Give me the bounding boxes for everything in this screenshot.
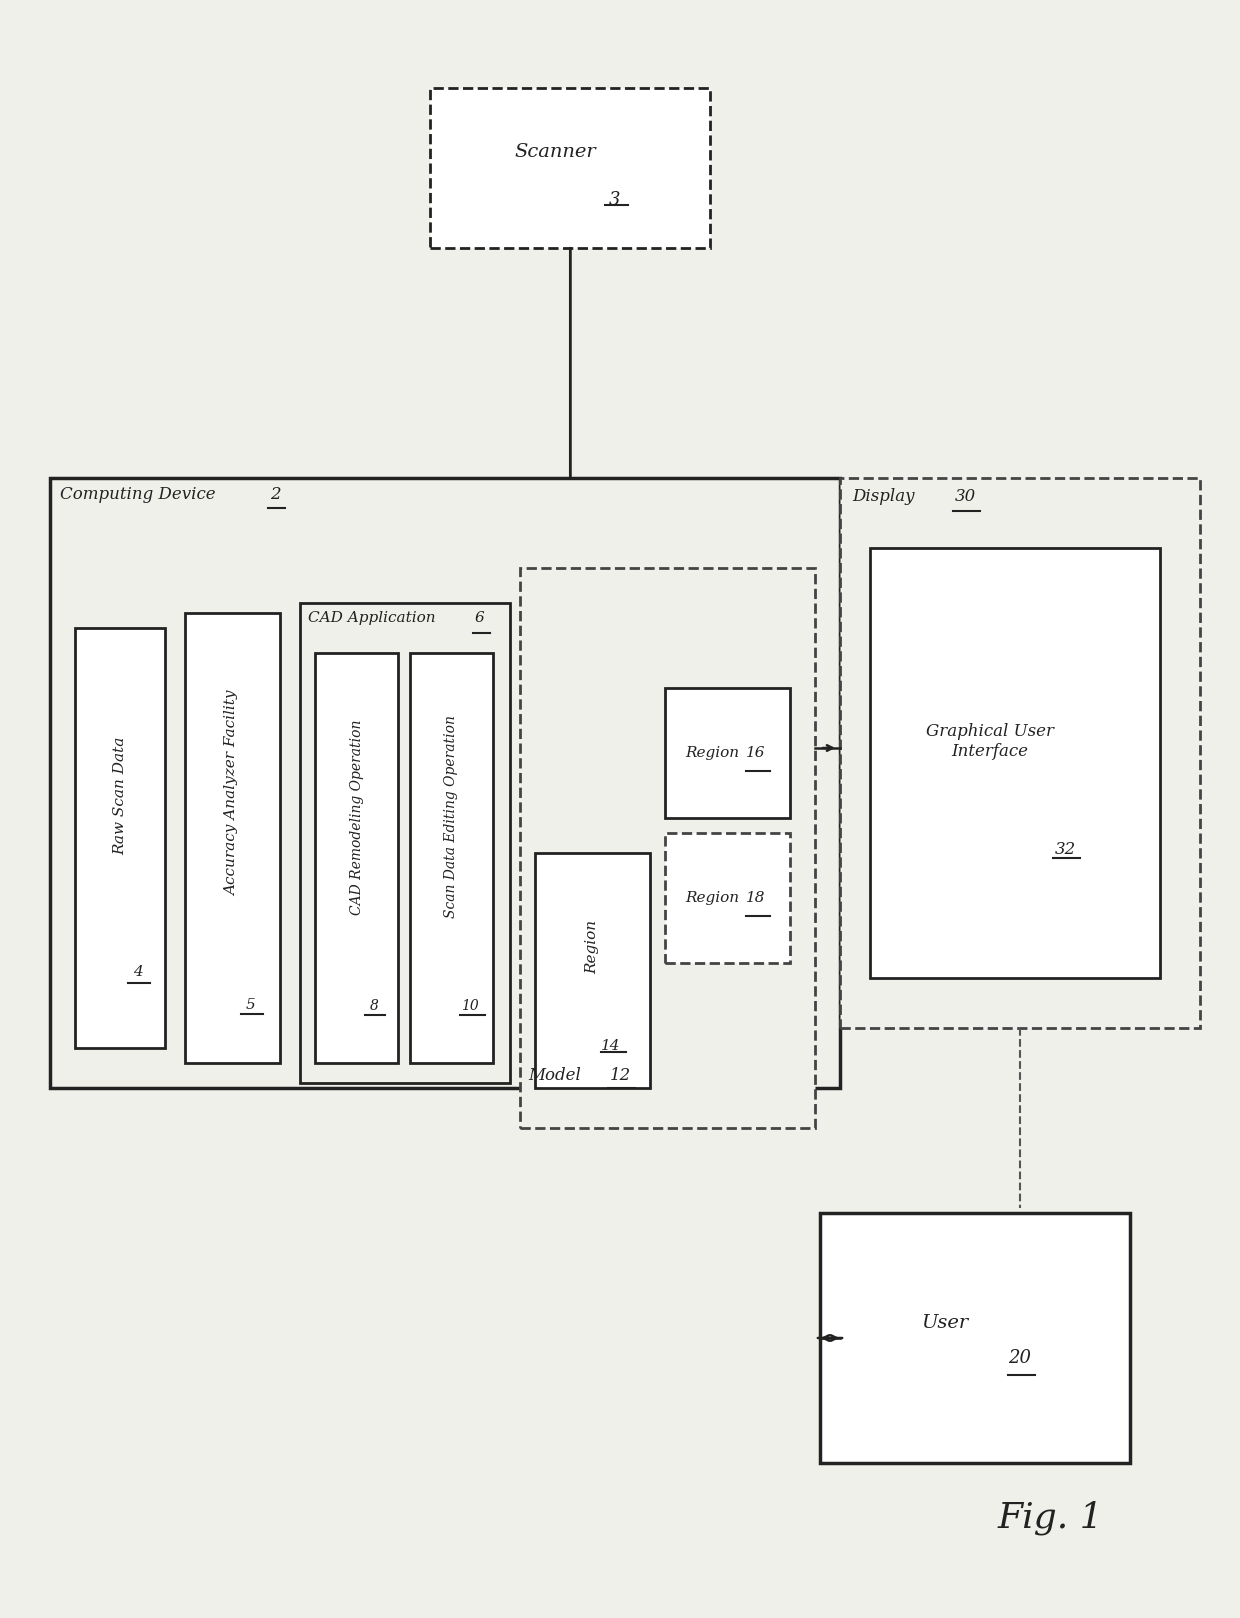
Text: Region: Region [686, 892, 739, 904]
Text: Scanner: Scanner [515, 142, 596, 162]
Text: 20: 20 [1008, 1349, 1032, 1367]
Text: 10: 10 [460, 998, 479, 1013]
Text: 16: 16 [745, 746, 765, 760]
Text: Fig. 1: Fig. 1 [997, 1502, 1102, 1535]
Text: CAD Application: CAD Application [308, 612, 435, 625]
Bar [665, 688, 790, 819]
Text: Scan Data Editing Operation: Scan Data Editing Operation [444, 715, 459, 919]
Text: 32: 32 [1054, 840, 1075, 858]
Text: CAD Remodeling Operation: CAD Remodeling Operation [350, 720, 363, 914]
Text: Raw Scan Data: Raw Scan Data [113, 736, 126, 856]
Text: 4: 4 [133, 966, 143, 979]
Text: 2: 2 [270, 485, 280, 503]
Bar [410, 654, 494, 1063]
Bar [185, 613, 280, 1063]
Bar [665, 833, 790, 963]
Bar [870, 549, 1159, 977]
Text: 30: 30 [955, 489, 976, 505]
Text: 6: 6 [475, 612, 485, 625]
Bar [839, 477, 1200, 1027]
Bar [50, 477, 839, 1087]
Text: 14: 14 [600, 1039, 620, 1053]
Bar [430, 87, 711, 248]
Text: 3: 3 [609, 191, 621, 209]
Text: User: User [921, 1314, 968, 1332]
Bar [74, 628, 165, 1048]
Text: 18: 18 [745, 892, 765, 904]
Text: 12: 12 [610, 1068, 631, 1084]
Text: 8: 8 [370, 998, 379, 1013]
Bar [315, 654, 398, 1063]
Bar [820, 1214, 1130, 1463]
Text: 5: 5 [246, 998, 255, 1011]
Bar [300, 604, 510, 1082]
Bar [520, 568, 815, 1128]
Bar [534, 853, 650, 1087]
Text: Accuracy Analyzer Facility: Accuracy Analyzer Facility [226, 691, 239, 896]
Text: Model: Model [528, 1068, 580, 1084]
Text: Computing Device: Computing Device [60, 485, 216, 503]
Text: Display: Display [852, 489, 915, 505]
Text: Region: Region [585, 921, 599, 974]
Text: Graphical User
Interface: Graphical User Interface [926, 723, 1054, 760]
Text: Region: Region [686, 746, 739, 760]
